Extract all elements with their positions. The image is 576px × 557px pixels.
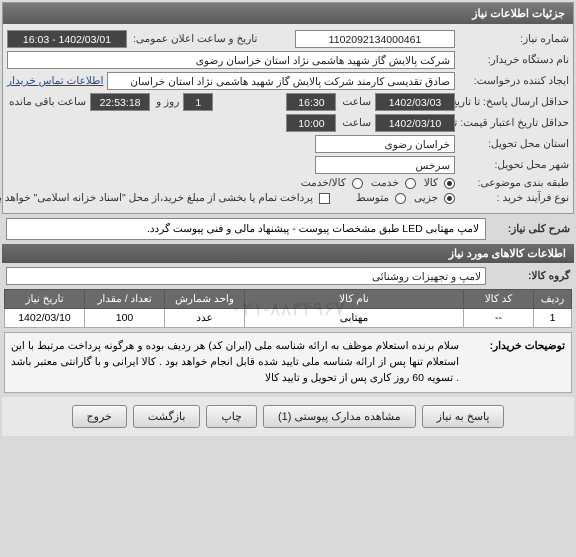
th-date: تاریخ نیاز <box>5 290 85 309</box>
valid-date: 1402/03/10 <box>375 114 455 132</box>
chk-treasury[interactable] <box>319 193 330 204</box>
table-row[interactable]: 1 -- مهتابی عدد 100 1402/03/10 <box>5 309 572 328</box>
cell-qty: 100 <box>85 309 165 328</box>
back-button[interactable]: بازگشت <box>133 405 201 428</box>
items-header: اطلاعات کالاهای مورد نیاز <box>2 244 574 263</box>
group-row: گروه کالا: لامپ و تجهیزات روشنائی <box>6 267 570 285</box>
need-desc-row: شرح کلی نیاز: لامپ مهتابی LED طبق مشخصات… <box>6 218 570 240</box>
th-unit: واحد شمارش <box>165 290 245 309</box>
cell-date: 1402/03/10 <box>5 309 85 328</box>
group-label: گروه کالا: <box>490 270 570 282</box>
pay-note: پرداخت تمام یا بخشی از مبلغ خرید،از محل … <box>0 192 313 204</box>
contact-link[interactable]: اطلاعات تماس خریدار <box>7 75 103 87</box>
opt-small: جزیی <box>412 192 438 204</box>
category-radios: کالا خدمت کالا/خدمت <box>299 177 455 189</box>
need-desc-text: لامپ مهتابی LED طبق مشخصات پیوست - پیشنه… <box>6 218 486 240</box>
city-label: شهر محل تحویل: <box>459 159 569 171</box>
time-label-1: ساعت <box>340 96 371 108</box>
opt-service: خدمت <box>369 177 399 189</box>
creator-label: ایجاد کننده درخواست: <box>459 75 569 87</box>
form-body: شماره نیاز: 1102092134000461 تاریخ و ساع… <box>3 24 573 213</box>
print-button[interactable]: چاپ <box>206 405 257 428</box>
table-header-row: ردیف کد کالا نام کالا واحد شمارش تعداد /… <box>5 290 572 309</box>
deadline-time: 16:30 <box>286 93 336 111</box>
buyer-note-text: سلام برنده استعلام موظف به ارائه شناسه م… <box>11 339 459 386</box>
remain-days: 1 <box>183 93 213 111</box>
panel-title: جزئیات اطلاعات نیاز <box>3 3 573 24</box>
city-field: سرخس <box>315 156 455 174</box>
buytype-label: نوع فرآیند خرید : <box>459 192 569 204</box>
cell-unit: عدد <box>165 309 245 328</box>
radio-medium[interactable] <box>395 193 406 204</box>
time-label-2: ساعت <box>340 117 371 129</box>
remain-time: 22:53:18 <box>90 93 150 111</box>
group-field: لامپ و تجهیزات روشنائی <box>6 267 486 285</box>
cell-code: -- <box>464 309 534 328</box>
th-row: ردیف <box>534 290 572 309</box>
province-label: استان محل تحویل: <box>459 138 569 150</box>
deadline-label: حداقل ارسال پاسخ: تا تاریخ: <box>459 96 569 108</box>
remain-suffix: ساعت باقی مانده <box>7 96 86 108</box>
respond-button[interactable]: پاسخ به نیاز <box>422 405 505 428</box>
remain-unit: روز و <box>154 96 179 108</box>
need-no-label: شماره نیاز: <box>459 33 569 45</box>
valid-time: 10:00 <box>286 114 336 132</box>
creator-field: صادق تقدیسی کارمند شرکت پالایش گاز شهید … <box>107 72 455 90</box>
table-wrap: ردیف کد کالا نام کالا واحد شمارش تعداد /… <box>0 289 576 328</box>
buyer-label: نام دستگاه خریدار: <box>459 54 569 66</box>
cell-idx: 1 <box>534 309 572 328</box>
radio-goods[interactable] <box>444 178 455 189</box>
attachments-button[interactable]: مشاهده مدارک پیوستی (1) <box>263 405 416 428</box>
exit-button[interactable]: خروج <box>72 405 127 428</box>
deadline-date: 1402/03/03 <box>375 93 455 111</box>
announce-label: تاریخ و ساعت اعلان عمومی: <box>131 33 257 45</box>
details-panel: جزئیات اطلاعات نیاز شماره نیاز: 11020921… <box>2 2 574 214</box>
opt-medium: متوسط <box>354 192 389 204</box>
buyer-note-label: توضیحات خریدار: <box>465 339 565 386</box>
opt-goods: کالا <box>422 177 438 189</box>
radio-small[interactable] <box>444 193 455 204</box>
items-table: ردیف کد کالا نام کالا واحد شمارش تعداد /… <box>4 289 572 328</box>
radio-both[interactable] <box>352 178 363 189</box>
need-desc-label: شرح کلی نیاز: <box>490 223 570 235</box>
need-no-field: 1102092134000461 <box>295 30 455 48</box>
th-qty: تعداد / مقدار <box>85 290 165 309</box>
province-field: خراسان رضوی <box>315 135 455 153</box>
button-bar: پاسخ به نیاز مشاهده مدارک پیوستی (1) چاپ… <box>2 397 574 436</box>
announce-field: 1402/03/01 - 16:03 <box>7 30 127 48</box>
cell-name: مهتابی <box>245 309 464 328</box>
th-name: نام کالا <box>245 290 464 309</box>
opt-both: کالا/خدمت <box>299 177 346 189</box>
buyer-field: شرکت پالایش گاز شهید هاشمی نژاد استان خر… <box>7 51 455 69</box>
radio-service[interactable] <box>405 178 416 189</box>
buytype-radios: جزیی متوسط پرداخت تمام یا بخشی از مبلغ خ… <box>0 192 455 204</box>
buyer-note-box: توضیحات خریدار: سلام برنده استعلام موظف … <box>4 332 572 393</box>
cat-label: طبقه بندی موضوعی: <box>459 177 569 189</box>
valid-label: حداقل تاریخ اعتبار قیمت: تا تاریخ: <box>459 117 569 129</box>
th-code: کد کالا <box>464 290 534 309</box>
